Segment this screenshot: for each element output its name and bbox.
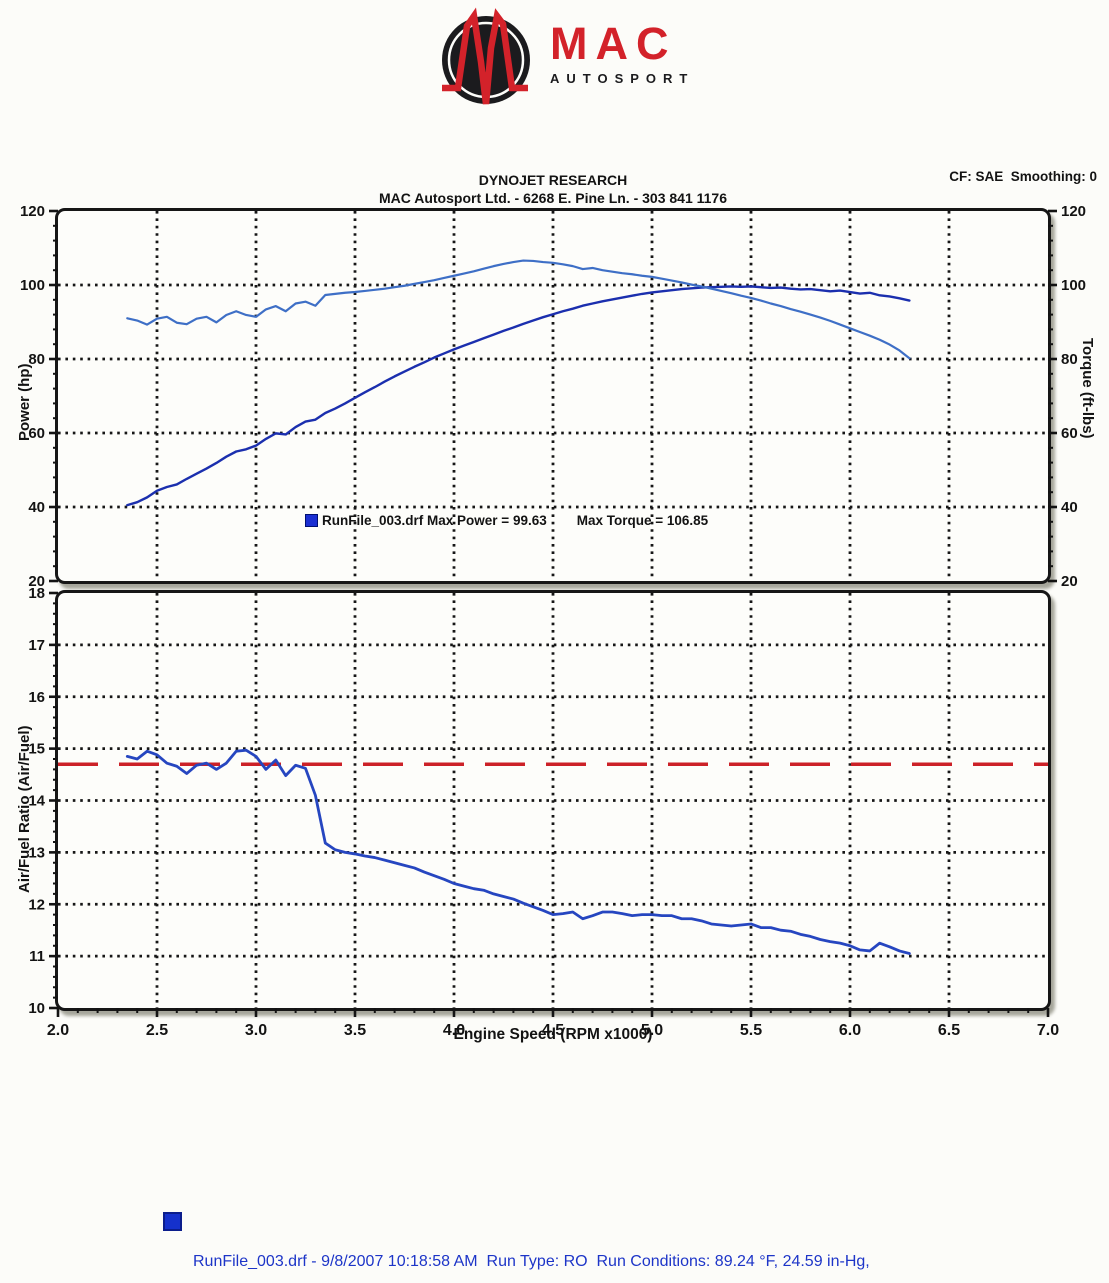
svg-text:6.0: 6.0 bbox=[839, 1022, 861, 1039]
cf-sae-smoothing-label: CF: SAE Smoothing: 0 bbox=[949, 169, 1097, 184]
svg-text:13: 13 bbox=[28, 844, 45, 861]
svg-text:7.0: 7.0 bbox=[1037, 1022, 1059, 1039]
svg-text:10: 10 bbox=[28, 1000, 45, 1017]
svg-text:2.5: 2.5 bbox=[146, 1022, 168, 1039]
mac-emblem-icon bbox=[442, 7, 530, 105]
power-axis-label: Power (hp) bbox=[16, 363, 33, 442]
power-torque-chart: RunFile_003.drf Max Power = 99.63 Max To… bbox=[20, 203, 1086, 590]
svg-text:6.5: 6.5 bbox=[938, 1022, 960, 1039]
svg-text:17: 17 bbox=[28, 637, 45, 654]
svg-text:3.0: 3.0 bbox=[245, 1022, 267, 1039]
svg-text:12: 12 bbox=[28, 896, 45, 913]
svg-text:18: 18 bbox=[28, 585, 45, 602]
svg-text:5.0: 5.0 bbox=[641, 1022, 663, 1039]
svg-text:15: 15 bbox=[28, 741, 45, 758]
svg-text:3.5: 3.5 bbox=[344, 1022, 366, 1039]
legend-max-torque: Max Torque = 106.85 bbox=[576, 513, 709, 528]
legend-max-power: RunFile_003.drf Max Power = 99.63 bbox=[322, 513, 547, 528]
svg-text:80: 80 bbox=[1061, 351, 1078, 368]
svg-text:20: 20 bbox=[28, 573, 45, 590]
svg-text:14: 14 bbox=[28, 793, 45, 810]
run-info-line-1: RunFile_003.drf - 9/8/2007 10:18:58 AM R… bbox=[193, 1253, 870, 1270]
svg-text:100: 100 bbox=[1061, 277, 1086, 294]
legend-swatch-icon bbox=[305, 514, 318, 527]
engine-speed-axis-label: Engine Speed (RPM x1000) bbox=[453, 1026, 653, 1043]
svg-text:5.5: 5.5 bbox=[740, 1022, 762, 1039]
brand-text: MAC bbox=[550, 18, 677, 69]
svg-text:4.5: 4.5 bbox=[542, 1022, 564, 1039]
svg-text:60: 60 bbox=[28, 425, 45, 442]
svg-text:2.0: 2.0 bbox=[47, 1022, 69, 1039]
subbrand-text: AUTOSPORT bbox=[550, 71, 695, 86]
air-fuel-ratio-chart: 18 17 16 15 14 13 12 11 10 2.0 2.5 3.0 3.5 4.0 4.5 5.0 5… bbox=[28, 585, 1059, 1039]
report-title: DYNOJET RESEARCH bbox=[478, 172, 628, 188]
footer-swatch-icon bbox=[163, 1212, 182, 1231]
svg-text:40: 40 bbox=[1061, 499, 1078, 516]
mac-autosport-logo: MAC AUTOSPORT bbox=[436, 4, 736, 116]
svg-text:120: 120 bbox=[1061, 203, 1086, 220]
svg-text:16: 16 bbox=[28, 689, 45, 706]
chart-legend: RunFile_003.drf Max Power = 99.63 Max To… bbox=[305, 513, 708, 528]
svg-text:80: 80 bbox=[28, 351, 45, 368]
report-address: MAC Autosport Ltd. - 6268 E. Pine Ln. - … bbox=[378, 190, 728, 206]
svg-text:11: 11 bbox=[29, 948, 45, 965]
svg-text:40: 40 bbox=[28, 499, 45, 516]
afr-axis-label: Air/Fuel Ratio (Air/Fuel) bbox=[16, 725, 33, 893]
torque-axis-label: Torque (ft-lbs) bbox=[1079, 338, 1096, 439]
run-info-footer: RunFile_003.drf - 9/8/2007 10:18:58 AM R… bbox=[163, 1209, 870, 1283]
svg-text:120: 120 bbox=[20, 203, 45, 220]
svg-text:4.0: 4.0 bbox=[443, 1022, 465, 1039]
svg-text:20: 20 bbox=[1061, 573, 1078, 590]
svg-text:100: 100 bbox=[20, 277, 45, 294]
svg-text:60: 60 bbox=[1061, 425, 1078, 442]
